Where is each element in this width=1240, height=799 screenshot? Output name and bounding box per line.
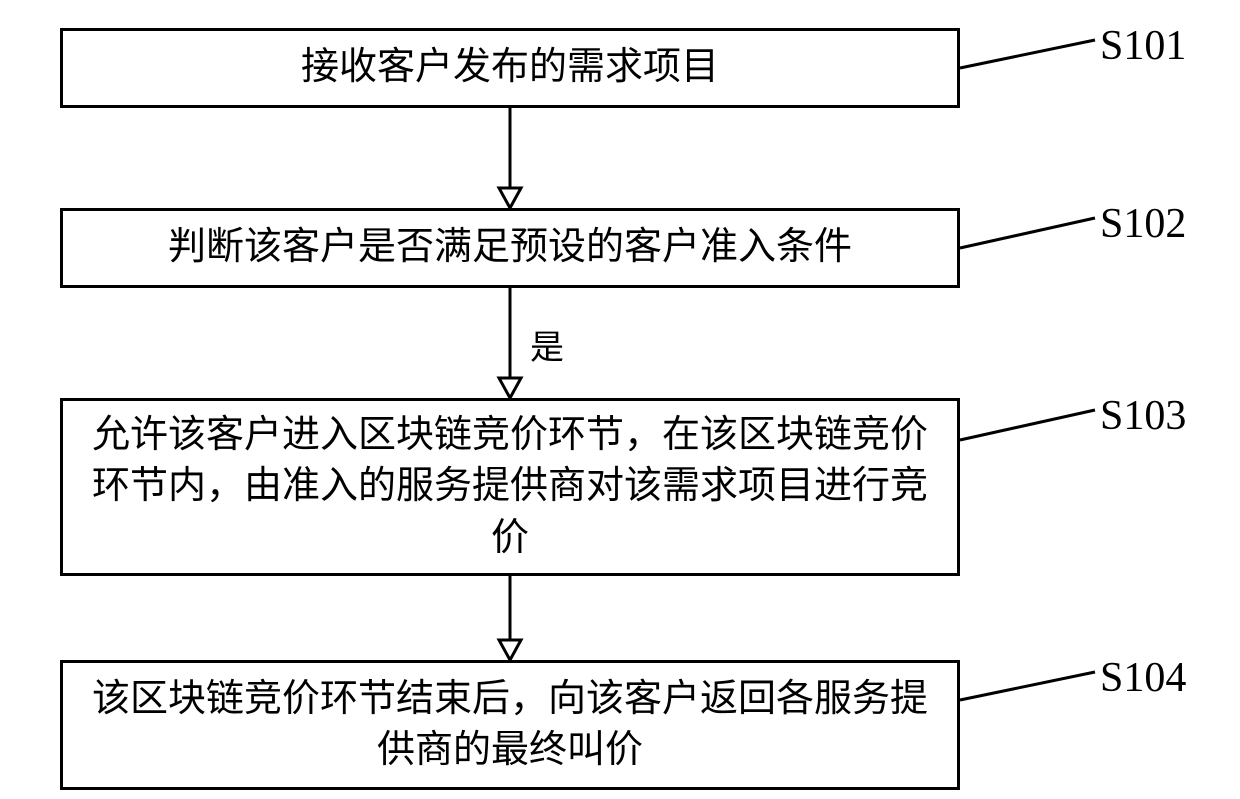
step-text: 判断该客户是否满足预设的客户准入条件 (168, 222, 852, 273)
arrow-s102-s103 (497, 288, 523, 400)
arrow-s103-s104 (497, 576, 523, 662)
leader-line-s101 (958, 38, 1097, 70)
step-text: 该区块链竞价环节结束后，向该客户返回各服务提供商的最终叫价 (83, 674, 937, 777)
step-box-s103: 允许该客户进入区块链竞价环节，在该区块链竞价环节内，由准入的服务提供商对该需求项… (60, 398, 960, 576)
leader-line-s102 (958, 216, 1097, 250)
step-box-s101: 接收客户发布的需求项目 (60, 28, 960, 108)
step-text: 接收客户发布的需求项目 (301, 42, 719, 93)
step-box-s102: 判断该客户是否满足预设的客户准入条件 (60, 208, 960, 288)
arrow-s101-s102 (497, 108, 523, 210)
leader-line-s103 (958, 408, 1097, 442)
step-box-s104: 该区块链竞价环节结束后，向该客户返回各服务提供商的最终叫价 (60, 660, 960, 790)
step-label-s101: S101 (1100, 22, 1186, 70)
step-label-s103: S103 (1100, 392, 1186, 440)
step-label-s104: S104 (1100, 654, 1186, 702)
step-text: 允许该客户进入区块链竞价环节，在该区块链竞价环节内，由准入的服务提供商对该需求项… (83, 410, 937, 564)
edge-label-yes: 是 (530, 320, 564, 369)
step-label-s102: S102 (1100, 200, 1186, 248)
leader-line-s104 (958, 670, 1097, 702)
flowchart-canvas: 接收客户发布的需求项目 S101 判断该客户是否满足预设的客户准入条件 S102… (0, 0, 1240, 799)
